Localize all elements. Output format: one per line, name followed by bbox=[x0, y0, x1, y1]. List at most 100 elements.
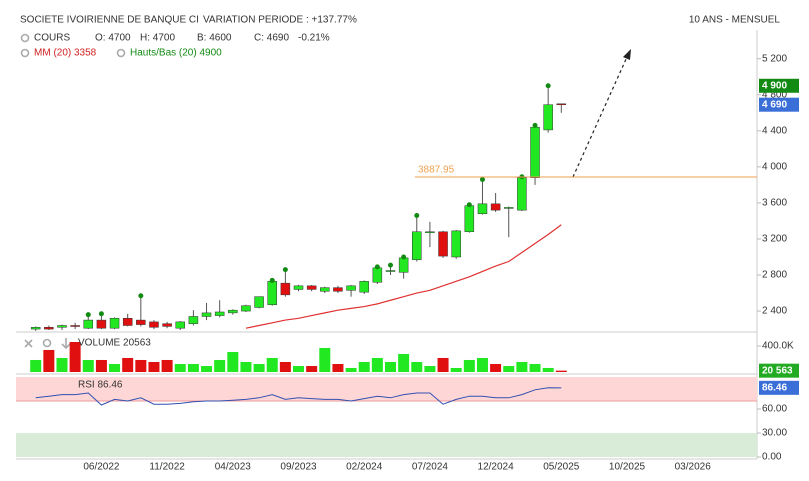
value-box-label: 20 563 bbox=[762, 365, 793, 376]
candle-body bbox=[359, 281, 369, 293]
volume-bar bbox=[109, 364, 121, 372]
candle-body bbox=[398, 257, 409, 273]
candle-body bbox=[136, 319, 146, 325]
high-marker bbox=[414, 213, 420, 219]
value-box-label: 4 690 bbox=[762, 99, 787, 110]
legend-low: B: 4600 bbox=[197, 33, 232, 44]
y-tick-label: 0.00 bbox=[762, 452, 782, 463]
high-marker bbox=[532, 122, 538, 128]
y-tick-label: 2 400 bbox=[762, 306, 787, 317]
y-tick-label: 4 800 bbox=[762, 89, 787, 100]
gear-icon[interactable] bbox=[20, 48, 30, 58]
y-tick-label: 3 600 bbox=[762, 198, 787, 209]
level-label: 3887.95 bbox=[418, 165, 455, 176]
y-tick-label: 4 000 bbox=[762, 162, 787, 173]
candle-body bbox=[57, 325, 67, 328]
gear-icon[interactable] bbox=[20, 33, 30, 43]
candle-body bbox=[241, 305, 251, 312]
candle-body bbox=[83, 319, 94, 329]
volume-bar bbox=[371, 357, 383, 372]
volume-bar bbox=[135, 359, 147, 372]
legend-close: C: 4690 bbox=[254, 33, 289, 44]
volume-bar bbox=[214, 359, 226, 372]
period: 10 ANS - MENSUEL bbox=[689, 15, 781, 26]
volume-bar bbox=[240, 361, 252, 372]
volume-bar bbox=[122, 357, 134, 372]
gear-icon[interactable] bbox=[116, 48, 126, 58]
candle-body bbox=[333, 287, 343, 292]
x-tick-label: 05/2025 bbox=[543, 462, 580, 473]
candle-body bbox=[228, 309, 238, 314]
volume-bar bbox=[398, 354, 410, 372]
volume-bar bbox=[279, 361, 291, 372]
candle-body bbox=[122, 318, 133, 326]
candle-body bbox=[214, 311, 225, 316]
legend-high: H: 4700 bbox=[140, 33, 175, 44]
candle-body bbox=[346, 285, 356, 291]
legend-mm: MM (20) 3358 bbox=[34, 48, 97, 59]
volume-bar bbox=[174, 364, 186, 372]
candle-body bbox=[372, 267, 383, 283]
volume-bar bbox=[187, 364, 199, 372]
candle-body bbox=[188, 316, 199, 324]
candle-body bbox=[504, 207, 514, 209]
high-marker bbox=[545, 83, 551, 89]
candle-body bbox=[175, 321, 185, 329]
volume-bar bbox=[463, 359, 475, 372]
volume-bar bbox=[503, 366, 515, 372]
volume-bar bbox=[345, 367, 357, 372]
candle-body bbox=[490, 203, 501, 211]
x-tick-label: 02/2024 bbox=[346, 462, 383, 473]
volume-bar bbox=[384, 361, 396, 372]
x-tick-label: 09/2023 bbox=[280, 462, 317, 473]
y-tick-label: 5 200 bbox=[762, 53, 787, 64]
candle-body bbox=[543, 104, 553, 131]
x-tick-label: 10/2025 bbox=[609, 462, 646, 473]
value-box bbox=[759, 363, 799, 378]
value-box bbox=[759, 380, 799, 395]
x-tick-label: 04/2023 bbox=[215, 462, 252, 473]
candle-body bbox=[70, 325, 80, 327]
volume-bar bbox=[555, 370, 567, 372]
candle-body bbox=[438, 231, 448, 257]
high-marker bbox=[98, 311, 104, 317]
volume-bar bbox=[82, 359, 94, 372]
x-tick-label: 11/2022 bbox=[149, 462, 185, 473]
volume-bar bbox=[358, 361, 370, 372]
volume-bar bbox=[293, 366, 305, 372]
candle-body bbox=[477, 203, 488, 214]
volume-bar bbox=[450, 367, 462, 372]
high-marker bbox=[138, 293, 144, 299]
volume-bar bbox=[43, 349, 55, 372]
high-marker bbox=[85, 312, 91, 318]
volume-bar bbox=[490, 364, 502, 372]
volume-bar bbox=[529, 364, 541, 372]
candle-body bbox=[425, 231, 435, 234]
y-tick-label: 60.00 bbox=[762, 404, 787, 415]
high-marker bbox=[387, 262, 393, 268]
candle-body bbox=[517, 177, 527, 211]
y-tick-label: 3 200 bbox=[762, 234, 787, 245]
candle-body bbox=[96, 319, 107, 329]
value-box bbox=[759, 97, 799, 112]
moving-average bbox=[245, 224, 562, 329]
high-marker bbox=[282, 267, 288, 273]
x-tick-label: 12/2024 bbox=[478, 462, 515, 473]
candle-body bbox=[530, 126, 540, 178]
high-marker bbox=[269, 277, 275, 283]
volume-bar bbox=[56, 357, 68, 372]
trend-arrow bbox=[572, 49, 631, 178]
oversold-zone bbox=[16, 433, 757, 457]
candle-body bbox=[412, 231, 422, 260]
value-box-label: 4 900 bbox=[762, 80, 787, 91]
variation: VARIATION PERIODE : +137.77% bbox=[203, 15, 357, 26]
candle-body bbox=[306, 285, 317, 290]
y-tick-label: 2 800 bbox=[762, 270, 787, 281]
volume-bar bbox=[319, 347, 331, 372]
volume-bar bbox=[306, 366, 318, 372]
title: SOCIETE IVOIRIENNE DE BANQUE CI bbox=[20, 15, 199, 26]
volume-bar bbox=[411, 361, 423, 372]
volume-bar bbox=[542, 367, 554, 372]
